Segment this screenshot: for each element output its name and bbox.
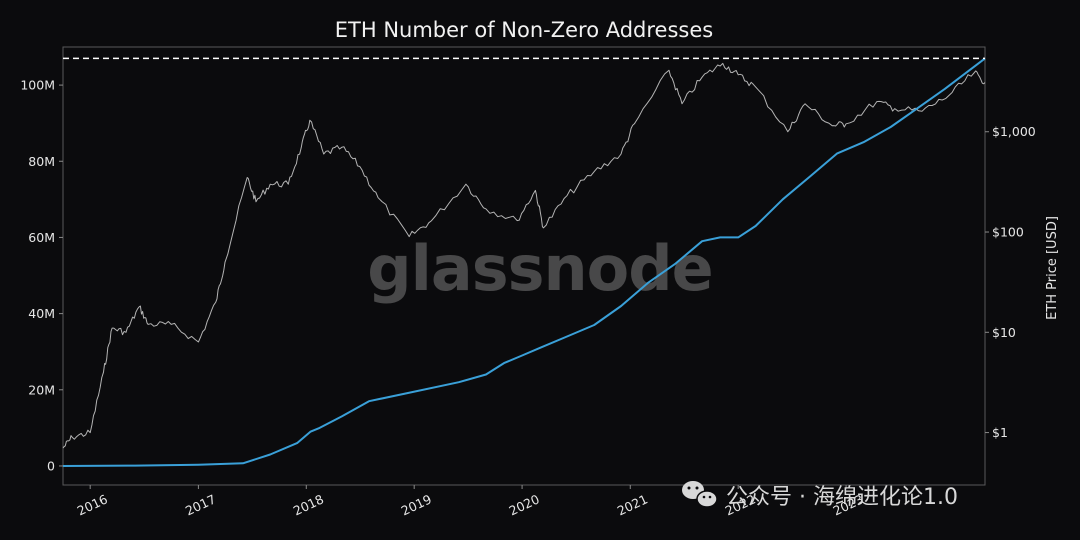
series-layer bbox=[62, 57, 986, 467]
wechat-badge: 公众号 · 海绵进化论1.0 bbox=[682, 481, 958, 510]
x-tick-label: 2019 bbox=[399, 491, 434, 518]
y-left-tick-label: 40M bbox=[28, 306, 55, 321]
wechat-caption: 公众号 · 海绵进化论1.0 bbox=[726, 485, 958, 510]
chart-title: ETH Number of Non-Zero Addresses bbox=[335, 18, 713, 42]
y-right-tick-label: $10 bbox=[992, 325, 1016, 340]
glassnode-watermark: glassnode bbox=[367, 232, 713, 305]
x-tick-label: 2016 bbox=[75, 491, 110, 518]
plot-frame bbox=[62, 46, 986, 486]
y-right-tick-label: $1 bbox=[992, 425, 1008, 440]
x-tick-label: 2020 bbox=[507, 491, 542, 518]
y-left-tick-label: 100M bbox=[20, 78, 55, 93]
y-left-tick-label: 60M bbox=[28, 230, 55, 245]
x-tick-label: 2018 bbox=[291, 491, 326, 518]
y-left-tick-label: 20M bbox=[28, 382, 55, 397]
x-tick-label: 2021 bbox=[615, 491, 650, 518]
non-zero-addresses-line bbox=[62, 57, 986, 467]
y-right-tick-label: $100 bbox=[992, 225, 1024, 240]
eth-price-line bbox=[62, 62, 986, 449]
x-tick-label: 2017 bbox=[183, 491, 218, 518]
y-left-tick-label: 80M bbox=[28, 154, 55, 169]
y-right-tick-label: $1,000 bbox=[992, 124, 1036, 139]
wechat-icon bbox=[682, 481, 718, 508]
glassnode-watermark-text: glassnode bbox=[367, 232, 712, 305]
y-axis-right-label: ETH Price [USD] bbox=[1045, 216, 1060, 320]
y-left-tick-label: 0 bbox=[47, 458, 55, 473]
